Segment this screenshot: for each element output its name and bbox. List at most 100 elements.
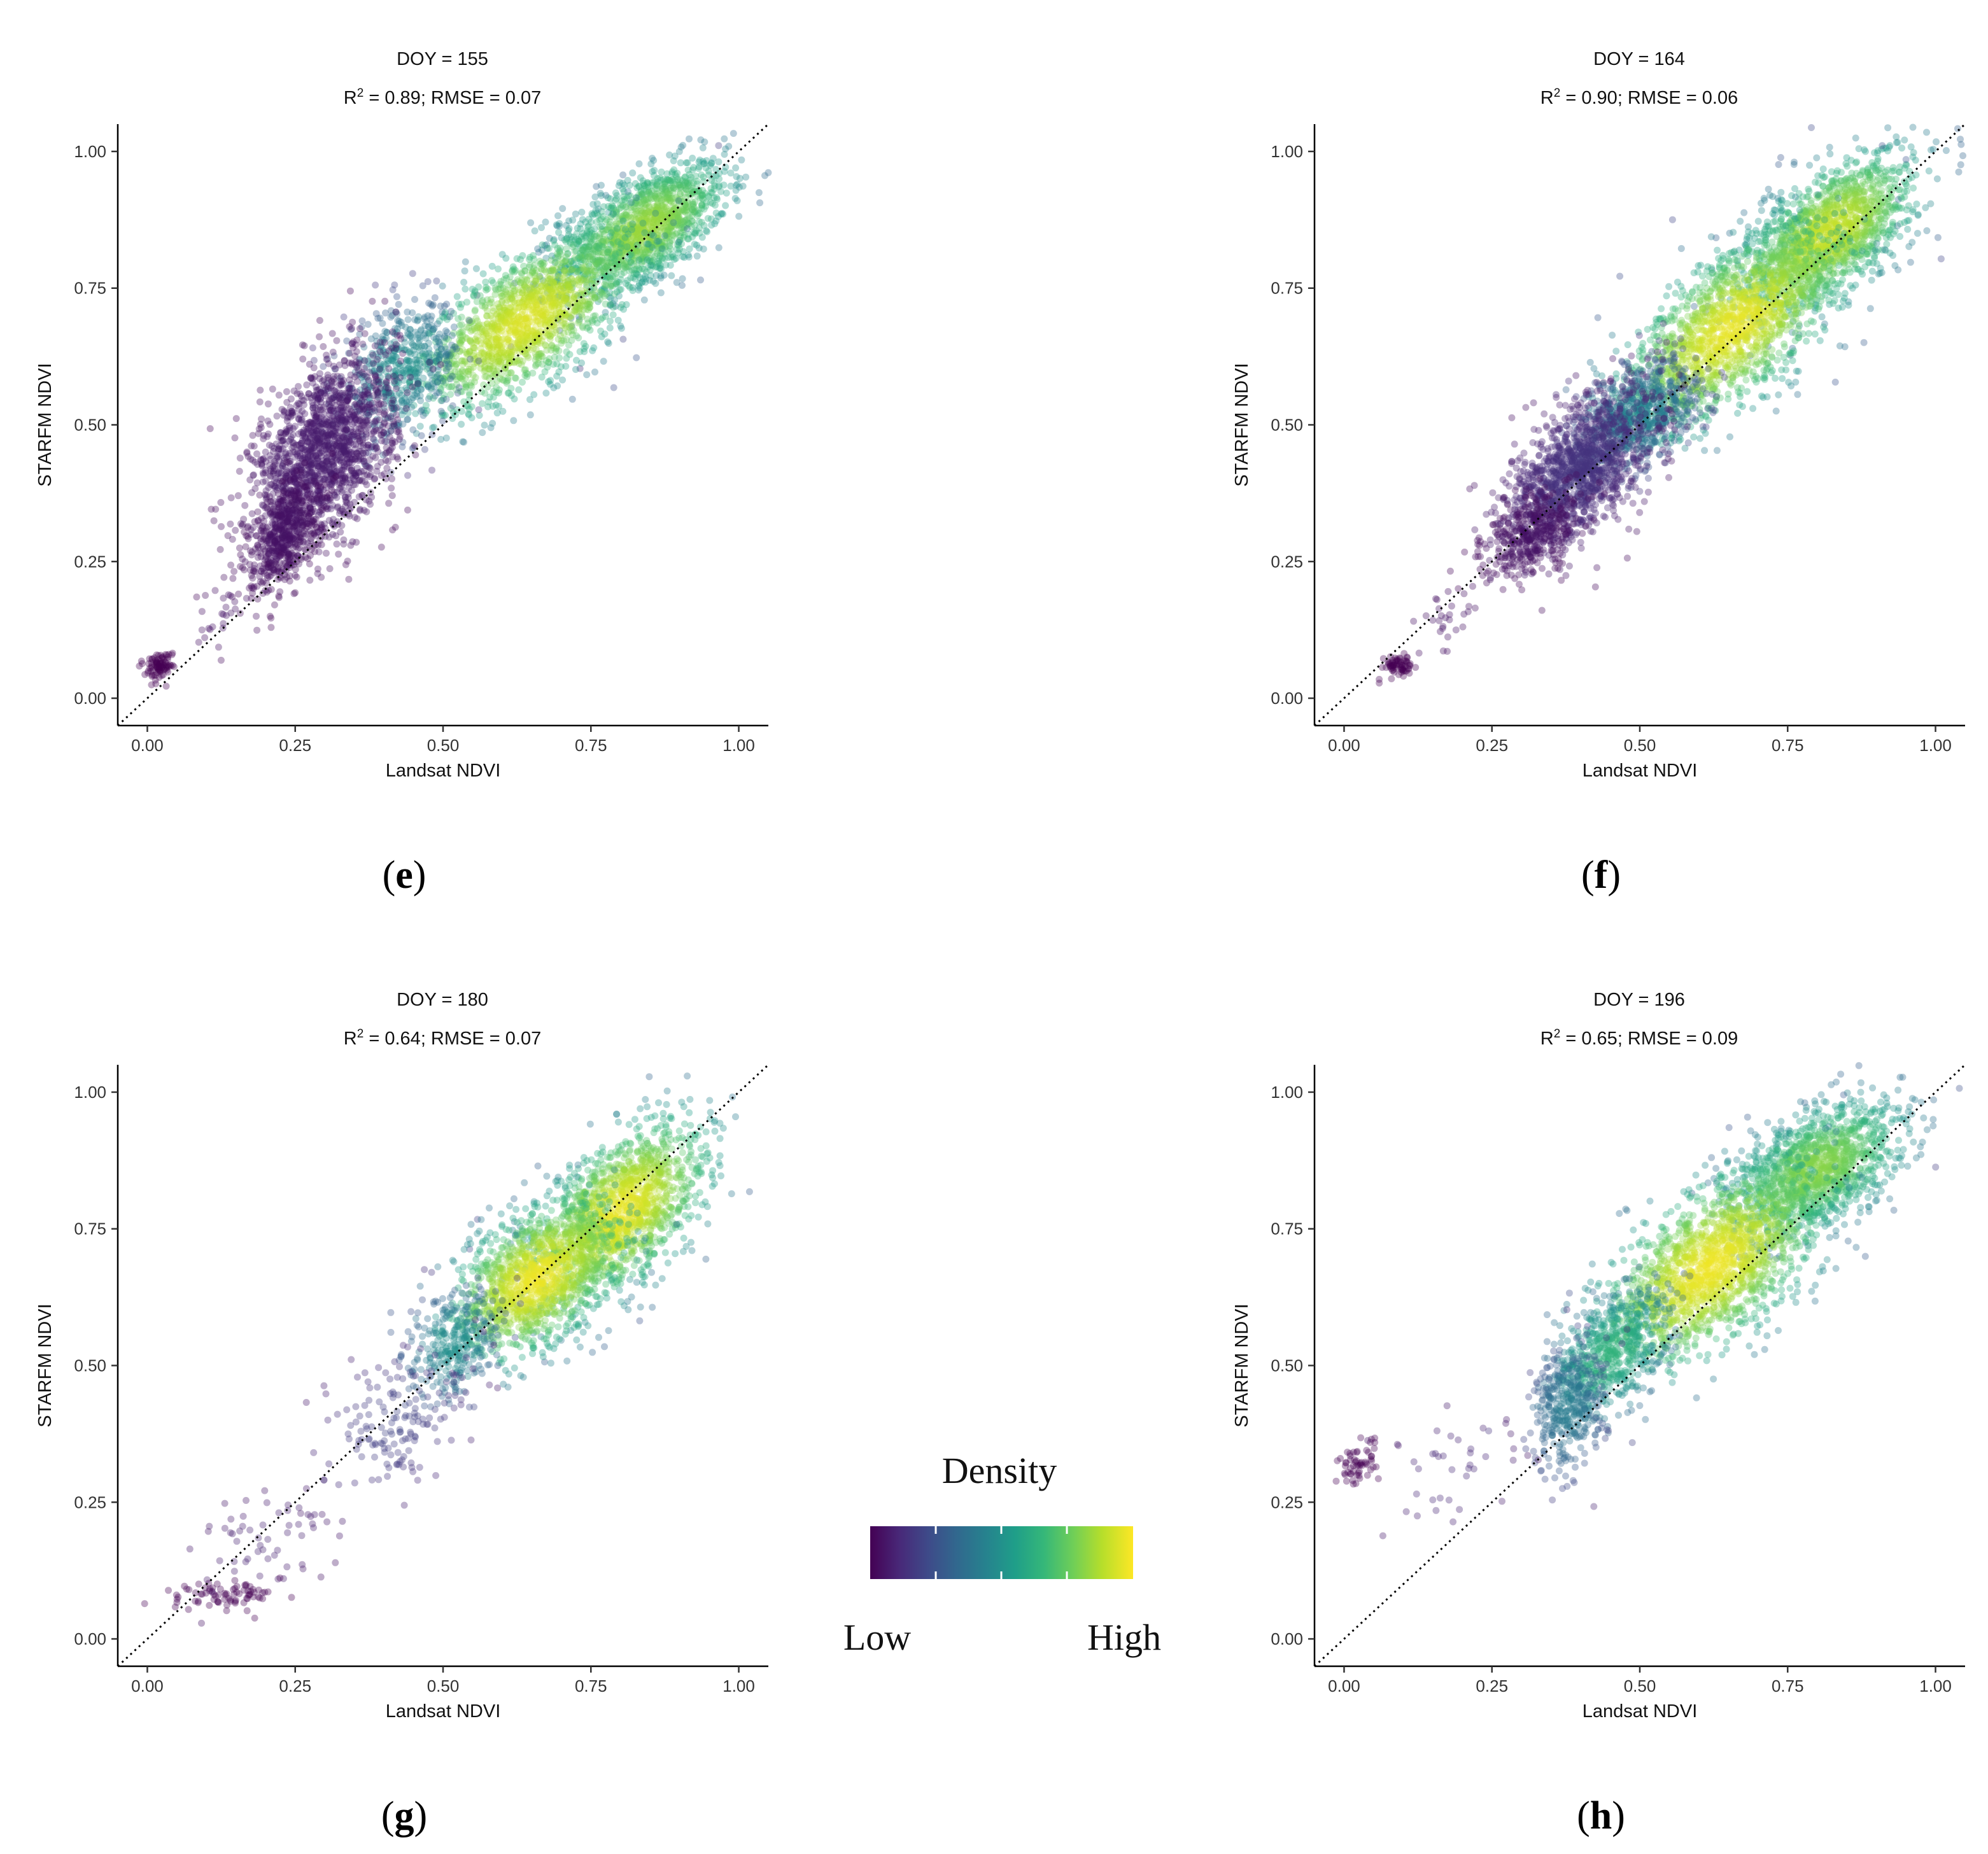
data-point [683, 207, 691, 214]
data-point [610, 290, 618, 298]
data-point [598, 333, 605, 341]
data-point [363, 481, 370, 489]
data-point [679, 281, 686, 289]
data-point [642, 204, 649, 211]
data-point [502, 272, 509, 279]
data-point [600, 239, 607, 247]
data-point [610, 237, 618, 244]
data-point [338, 414, 346, 421]
data-point [443, 300, 450, 308]
data-point [345, 484, 353, 491]
data-point [610, 254, 617, 262]
data-point [388, 357, 396, 365]
data-point [517, 279, 525, 286]
data-point [469, 285, 476, 293]
data-point [647, 239, 655, 246]
data-point [701, 138, 708, 146]
data-point [652, 209, 659, 217]
data-point [488, 277, 496, 284]
data-point [506, 295, 514, 303]
data-point [309, 402, 317, 409]
data-point [619, 256, 627, 264]
data-point [454, 390, 462, 397]
data-point [653, 195, 661, 203]
data-point [369, 297, 376, 305]
data-point [424, 278, 432, 285]
data-point [563, 348, 570, 356]
data-point [552, 254, 559, 262]
data-point [655, 257, 662, 265]
data-point [647, 206, 655, 214]
data-point [628, 252, 635, 260]
data-point [372, 376, 380, 383]
data-point [236, 454, 244, 462]
data-point [561, 316, 568, 323]
data-point [413, 390, 421, 397]
data-point [351, 481, 359, 488]
data-point [708, 159, 716, 167]
data-point [586, 253, 593, 260]
data-point [328, 412, 336, 420]
data-point [484, 320, 491, 327]
data-point [404, 389, 411, 397]
data-point [637, 238, 644, 246]
panel-stats: R2 = 0.89; RMSE = 0.07 [344, 87, 541, 108]
data-point [267, 481, 274, 489]
data-point [467, 355, 474, 363]
data-point [404, 365, 412, 372]
data-point [344, 558, 351, 565]
data-point [614, 263, 622, 270]
data-point [447, 375, 454, 383]
data-point [705, 193, 712, 200]
data-point [699, 144, 707, 151]
data-point [224, 532, 232, 540]
data-point [624, 213, 631, 221]
data-point [575, 318, 583, 325]
data-point [603, 226, 610, 234]
data-point [705, 167, 712, 175]
data-point [483, 307, 491, 314]
data-point [624, 188, 631, 195]
data-point [648, 237, 656, 245]
data-point [715, 244, 723, 251]
data-point [418, 406, 426, 414]
data-point [586, 327, 594, 334]
data-point [506, 318, 514, 325]
data-point [381, 420, 388, 428]
data-point [593, 183, 600, 190]
data-point [709, 155, 717, 162]
data-point [360, 507, 368, 514]
data-point [578, 208, 586, 216]
data-point [297, 419, 304, 426]
data-point [576, 365, 584, 372]
data-point [644, 183, 652, 191]
data-point [661, 250, 668, 258]
data-point [551, 301, 559, 309]
data-point [646, 231, 654, 239]
data-point [661, 179, 668, 187]
data-point [421, 343, 429, 350]
data-points [136, 130, 772, 690]
data-point [650, 219, 657, 227]
data-point [546, 335, 554, 343]
data-point [328, 330, 336, 337]
data-point [364, 444, 372, 452]
data-point [710, 185, 718, 193]
data-point [606, 273, 614, 281]
data-point [625, 246, 633, 253]
data-point [534, 245, 542, 253]
data-point [329, 405, 336, 412]
data-point [691, 221, 698, 229]
data-point [598, 314, 606, 321]
data-point [656, 238, 663, 246]
data-point [688, 206, 696, 213]
data-point [666, 197, 674, 204]
data-point [569, 216, 577, 224]
data-point [349, 538, 356, 545]
data-point [583, 227, 591, 235]
data-point [328, 430, 335, 437]
data-point [369, 435, 377, 442]
data-point [633, 194, 640, 202]
data-point [392, 385, 400, 393]
data-point [663, 170, 671, 178]
